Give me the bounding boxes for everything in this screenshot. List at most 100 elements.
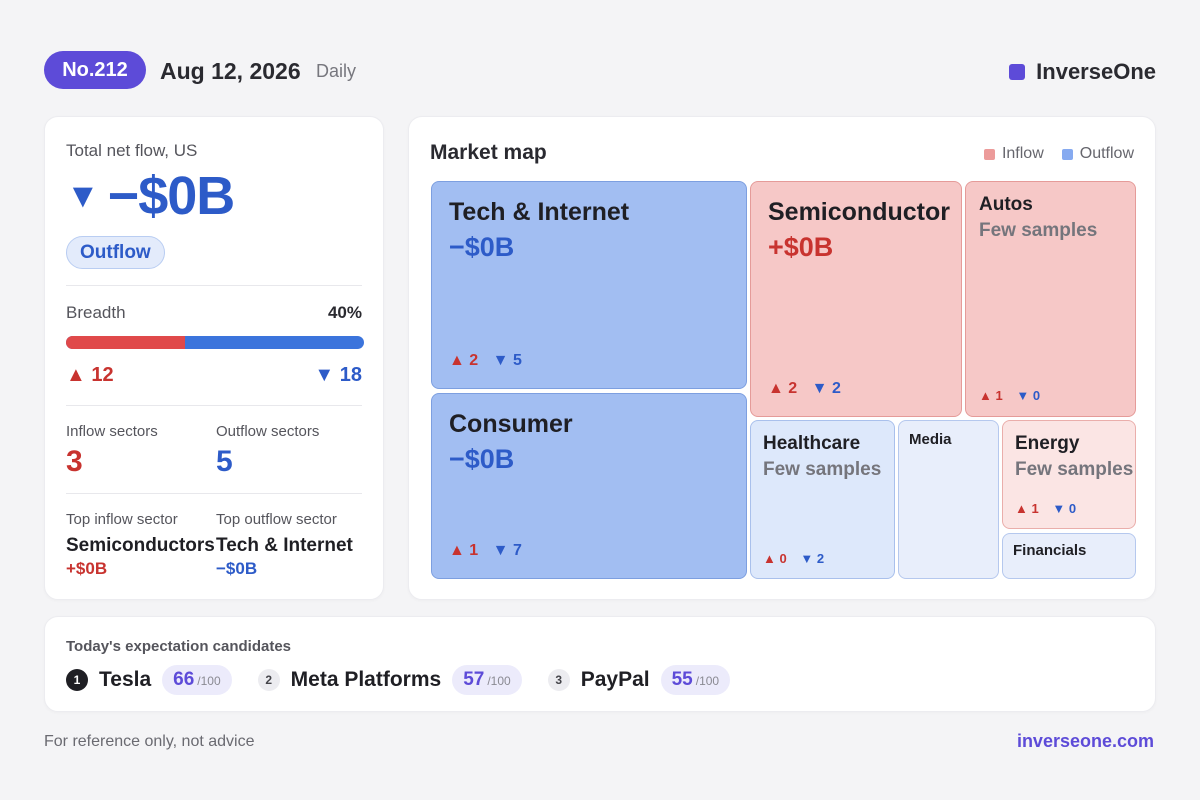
candidate-name: PayPal <box>580 668 650 691</box>
triangle-down-icon: ▼ <box>492 542 509 559</box>
outflow-sectors-count: 5 <box>216 445 233 478</box>
breadth-label: Breadth <box>66 303 126 322</box>
sector-counts: ▲ 2 ▼ 2 <box>768 380 841 398</box>
triangle-down-icon: ▼ <box>1052 501 1066 516</box>
triangle-down-icon: ▼ <box>811 380 828 397</box>
candidate-item[interactable]: 3 PayPal 55 /100 <box>547 665 731 695</box>
sector-tile-financials[interactable]: Financials <box>1002 533 1136 579</box>
sector-value: +$0B <box>768 232 834 262</box>
market-map-title: Market map <box>430 141 547 164</box>
sector-name: Energy <box>1015 433 1080 454</box>
sector-note: Few samples <box>979 220 1098 241</box>
legend-outflow: Outflow <box>1061 145 1134 163</box>
candidate-item[interactable]: 1 Tesla 66 /100 <box>66 665 232 695</box>
sector-name: Semiconductor <box>768 198 950 226</box>
rank-badge: 2 <box>257 669 280 691</box>
sector-counts: ▲ 0 ▼ 2 <box>763 551 824 566</box>
legend-inflow-label: Inflow <box>1001 145 1044 162</box>
triangle-down-icon: ▼ <box>492 352 509 369</box>
inflow-sectors-label: Inflow sectors <box>66 423 158 440</box>
legend-inflow: Inflow <box>983 145 1044 163</box>
triangle-down-icon: ▼ <box>800 551 814 566</box>
sector-down-count: 2 <box>831 380 841 397</box>
top-outflow-label: Top outflow sector <box>216 511 337 528</box>
header: No.212 Aug 12, 2026 Daily InverseOne <box>44 51 1156 91</box>
sector-up-count: 1 <box>469 542 479 559</box>
divider <box>66 285 362 286</box>
sector-counts: ▲ 1 ▼ 0 <box>979 388 1040 403</box>
top-inflow-value: +$0B <box>66 559 108 578</box>
sector-name: Consumer <box>449 410 573 438</box>
net-flow-value: ▼ −$0B <box>66 169 235 223</box>
triangle-down-icon: ▼ <box>314 364 335 386</box>
score-value: 55 <box>671 669 693 690</box>
triangle-up-icon: ▲ <box>979 388 992 403</box>
sector-tile-tech-internet[interactable]: Tech & Internet −$0B ▲ 2 ▼ 5 <box>431 181 747 389</box>
brand: InverseOne <box>1009 59 1156 85</box>
report-frequency: Daily <box>316 61 357 81</box>
net-flow-summary-card: Total net flow, US ▼ −$0B Outflow Breadt… <box>44 116 384 600</box>
candidate-item[interactable]: 2 Meta Platforms 57 /100 <box>257 665 522 695</box>
divider <box>66 405 362 406</box>
market-map-card: Market map Inflow Outflow Tech & Interne… <box>408 116 1156 600</box>
sector-tile-semiconductor[interactable]: Semiconductor +$0B ▲ 2 ▼ 2 <box>750 181 962 417</box>
net-flow-label: Total net flow, US <box>66 141 198 160</box>
triangle-up-icon: ▲ <box>763 551 776 566</box>
sector-up-count: 2 <box>469 352 479 369</box>
candidate-score: 55 /100 <box>660 665 731 695</box>
top-outflow-value: −$0B <box>216 559 258 578</box>
legend-outflow-label: Outflow <box>1079 145 1134 162</box>
sector-down-count: 0 <box>1032 388 1041 403</box>
sector-note: Few samples <box>763 459 882 480</box>
candidate-name: Tesla <box>99 668 152 691</box>
sector-up-count: 1 <box>1031 501 1039 516</box>
candidates-list: 1 Tesla 66 /100 2 Meta Platforms 57 /100… <box>66 665 756 695</box>
site-link[interactable]: inverseone.com <box>1016 731 1154 751</box>
sector-value: −$0B <box>449 444 515 474</box>
decliners-count: ▼ 18 <box>314 364 362 387</box>
candidate-name: Meta Platforms <box>290 668 442 691</box>
triangle-up-icon: ▲ <box>768 380 784 397</box>
sector-up-count: 0 <box>779 551 787 566</box>
inflow-swatch-icon <box>983 148 995 160</box>
candidate-score: 57 /100 <box>452 665 522 695</box>
sector-counts: ▲ 2 ▼ 5 <box>449 352 522 370</box>
sector-name: Healthcare <box>763 433 861 454</box>
advancers-count: ▲ 12 <box>66 364 114 387</box>
triangle-up-icon: ▲ <box>449 542 465 559</box>
candidates-title: Today's expectation candidates <box>66 638 292 655</box>
decliners-value: 18 <box>339 364 362 386</box>
brand-name: InverseOne <box>1036 59 1156 84</box>
sector-name: Autos <box>979 194 1033 215</box>
sector-down-count: 7 <box>512 542 522 559</box>
advancers-value: 12 <box>91 364 114 386</box>
top-inflow-sector: Semiconductors <box>66 535 215 556</box>
sector-tile-media[interactable]: Media <box>898 420 999 579</box>
sector-down-count: 5 <box>512 352 522 369</box>
disclaimer: For reference only, not advice <box>44 733 255 750</box>
sector-tile-healthcare[interactable]: Healthcare Few samples ▲ 0 ▼ 2 <box>750 420 895 579</box>
outflow-swatch-icon <box>1061 148 1073 160</box>
sector-tile-consumer[interactable]: Consumer −$0B ▲ 1 ▼ 7 <box>431 393 747 579</box>
sector-counts: ▲ 1 ▼ 0 <box>1015 501 1076 516</box>
sector-tile-energy[interactable]: Energy Few samples ▲ 1 ▼ 0 <box>1002 420 1136 529</box>
sector-note: Few samples <box>1015 459 1134 480</box>
expectation-candidates-card: Today's expectation candidates 1 Tesla 6… <box>44 616 1156 712</box>
sector-name: Media <box>909 431 952 448</box>
breadth-bar-fill <box>66 336 186 349</box>
top-inflow-label: Top inflow sector <box>66 511 178 528</box>
inflow-sectors-count: 3 <box>66 445 83 478</box>
sector-tile-autos[interactable]: Autos Few samples ▲ 1 ▼ 0 <box>965 181 1136 417</box>
outflow-sectors-label: Outflow sectors <box>216 423 320 440</box>
brand-logo-icon <box>1009 64 1026 80</box>
flow-direction-badge: Outflow <box>66 236 165 269</box>
candidate-score: 66 /100 <box>162 665 232 695</box>
breadth-bar <box>66 336 364 349</box>
sector-up-count: 1 <box>995 388 1003 403</box>
score-value: 57 <box>463 669 485 690</box>
market-map-legend: Inflow Outflow <box>966 145 1134 163</box>
top-outflow-sector: Tech & Internet <box>216 535 353 556</box>
report-date: Aug 12, 2026 <box>160 58 301 84</box>
triangle-down-icon: ▼ <box>66 177 100 215</box>
score-max: /100 <box>695 674 720 688</box>
